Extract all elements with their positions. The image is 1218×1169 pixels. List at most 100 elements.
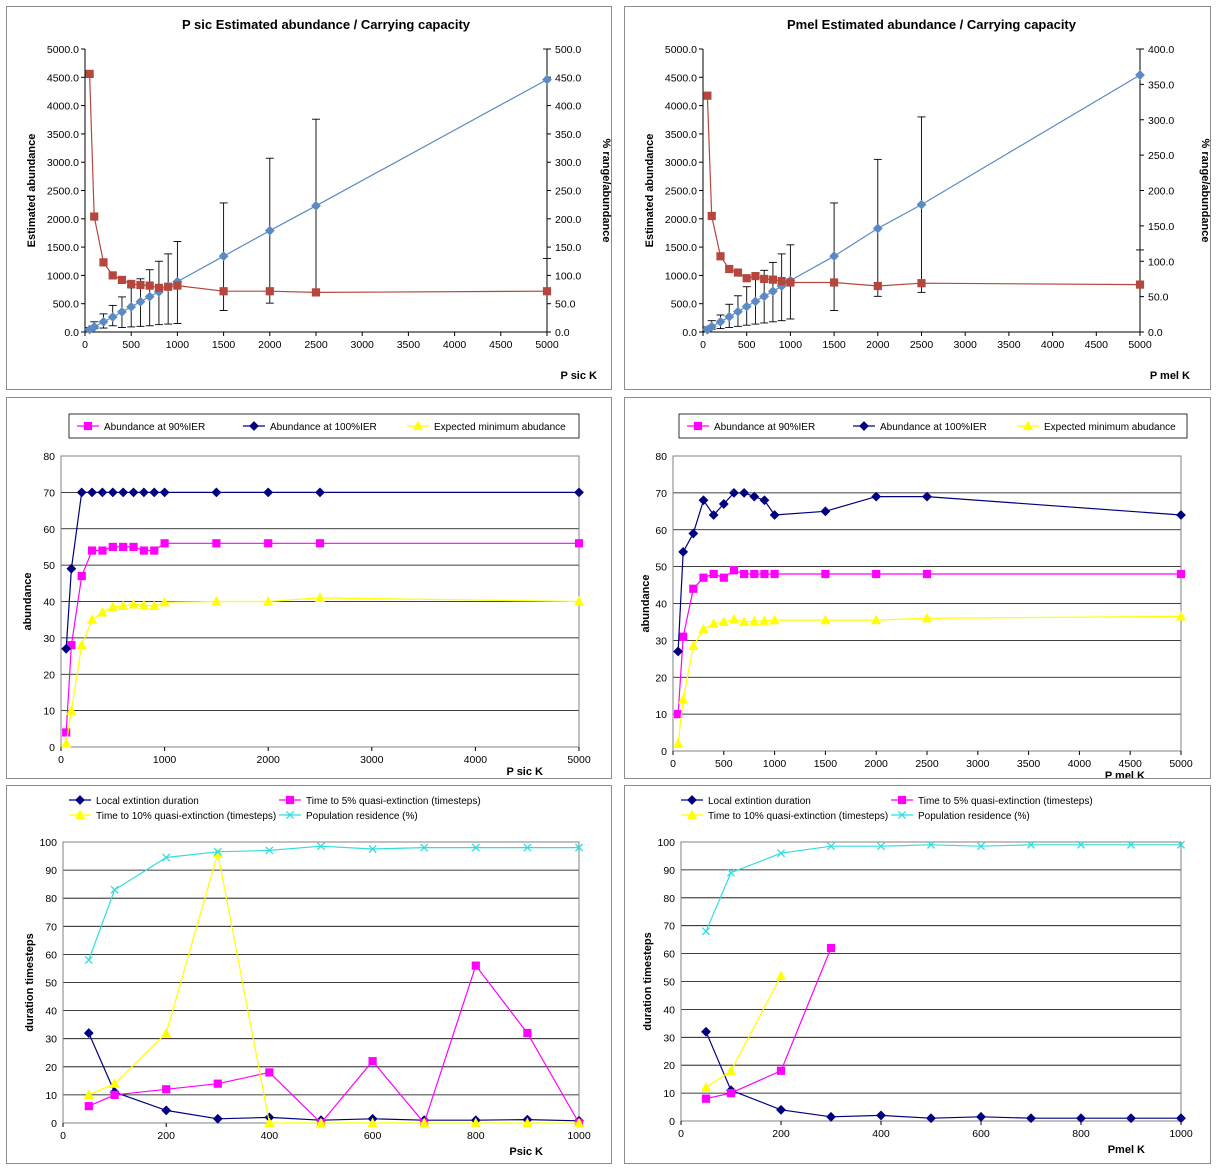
data-point xyxy=(264,1117,275,1128)
data-point xyxy=(61,643,72,654)
x-tick-label: 3500 xyxy=(1017,758,1041,770)
data-point xyxy=(718,499,729,509)
data-point xyxy=(314,592,326,602)
y2-axis-title: % range/abundance xyxy=(1199,139,1211,243)
y2-tick-label: 200.0 xyxy=(555,214,581,226)
data-point xyxy=(673,710,683,719)
x-tick-label: 1000 xyxy=(166,339,190,351)
data-point xyxy=(700,1082,712,1092)
data-point xyxy=(139,546,148,555)
x-tick-label: 0 xyxy=(700,339,706,351)
y-tick-label: 4000.0 xyxy=(47,101,79,113)
data-point xyxy=(750,296,761,307)
x-tick-label: 600 xyxy=(364,1130,382,1142)
legend-marker xyxy=(285,795,295,805)
series-1 xyxy=(673,487,1186,657)
data-point xyxy=(922,491,932,502)
data-point xyxy=(574,843,584,852)
data-point xyxy=(826,943,836,953)
y2-tick-label: 400.0 xyxy=(555,101,581,113)
data-point xyxy=(786,278,795,287)
series-2 xyxy=(673,610,1187,748)
y2-tick-label: 200.0 xyxy=(1148,186,1174,198)
x-tick-label: 800 xyxy=(1072,1128,1090,1140)
data-point xyxy=(826,842,836,851)
data-point xyxy=(876,1110,886,1121)
legend-label: Abundance at 100%IER xyxy=(880,422,987,433)
data-point xyxy=(768,275,778,284)
y-tick-label: 70 xyxy=(655,488,667,500)
legend-marker xyxy=(83,421,93,431)
x-tick-label: 2500 xyxy=(915,758,939,770)
chart-svg: 0 10 20 30 40 50 60 70 80 0 500 1000 1500 2000 2500 300… xyxy=(640,413,1193,778)
data-point xyxy=(759,291,770,302)
y-tick-label: 60 xyxy=(663,949,675,961)
y-tick-label: 60 xyxy=(655,525,667,537)
data-point xyxy=(110,1090,119,1099)
chart-svg: 0 10 20 30 40 50 60 70 80 0 1000 2000 3000 4000 5000 ab… xyxy=(22,413,591,778)
data-point xyxy=(149,487,160,498)
data-point xyxy=(136,280,145,290)
y2-tick-label: 150.0 xyxy=(555,242,581,254)
data-point xyxy=(742,274,751,283)
data-point xyxy=(740,569,749,579)
y-tick-label: 70 xyxy=(45,921,57,933)
y-tick-label: 100 xyxy=(657,837,675,849)
data-point xyxy=(419,1117,430,1128)
x-tick-label: 1000 xyxy=(567,1130,591,1142)
data-point xyxy=(1026,1113,1036,1124)
data-point xyxy=(749,491,760,502)
data-point xyxy=(315,539,325,548)
x-tick-label: 1000 xyxy=(153,754,177,766)
y-axis-title: Estimated abundance xyxy=(26,134,38,248)
data-point xyxy=(733,306,743,317)
data-point xyxy=(673,738,684,748)
y-axis-title: duration timesteps xyxy=(24,933,36,1031)
data-point xyxy=(709,569,718,579)
x-tick-label: 0 xyxy=(678,1128,684,1140)
y2-tick-label: 250.0 xyxy=(555,186,581,198)
y-tick-label: 2000.0 xyxy=(47,214,79,226)
data-point xyxy=(826,1111,836,1122)
y-tick-label: 20 xyxy=(655,672,667,684)
data-point xyxy=(107,487,118,498)
data-point xyxy=(760,569,769,579)
data-point xyxy=(760,274,769,284)
data-point xyxy=(574,539,584,548)
data-point xyxy=(211,596,222,606)
data-point xyxy=(820,614,831,625)
y-tick-label: 40 xyxy=(655,599,667,611)
data-point xyxy=(876,842,886,851)
x-axis-title: P sic K xyxy=(561,370,598,382)
data-point xyxy=(145,281,154,290)
data-point xyxy=(718,616,729,627)
y-tick-label: 0 xyxy=(661,746,667,758)
y-tick-label: 4500.0 xyxy=(47,72,79,84)
x-tick-label: 1000 xyxy=(1169,1128,1193,1140)
y-tick-label: 0 xyxy=(49,742,55,754)
data-point xyxy=(62,728,71,737)
data-point xyxy=(1135,70,1145,80)
data-point xyxy=(87,487,97,498)
y2-tick-label: 50.0 xyxy=(555,299,576,311)
data-point xyxy=(128,487,139,498)
data-point xyxy=(1126,840,1136,849)
x-tick-label: 400 xyxy=(261,1130,279,1142)
data-point xyxy=(315,487,325,498)
legend-marker xyxy=(687,795,697,805)
x-tick-label: 0 xyxy=(670,758,676,770)
data-point xyxy=(706,321,717,332)
chart-pmel-duration: 0 10 20 30 40 50 60 70 80 90 100 0 200 400 600 800 1000 d… xyxy=(624,785,1211,1164)
data-point xyxy=(173,281,182,290)
data-point xyxy=(1176,840,1186,849)
legend-marker xyxy=(75,795,85,805)
data-point xyxy=(976,842,986,851)
data-point xyxy=(678,546,689,557)
data-point xyxy=(97,487,108,498)
y-tick-label: 10 xyxy=(45,1090,57,1102)
legend-label: Time to 10% quasi-extinction (timesteps) xyxy=(96,811,276,822)
y-tick-label: 500.0 xyxy=(671,299,697,311)
data-point xyxy=(759,495,770,506)
data-point xyxy=(523,843,532,852)
y-tick-label: 50 xyxy=(43,560,55,572)
